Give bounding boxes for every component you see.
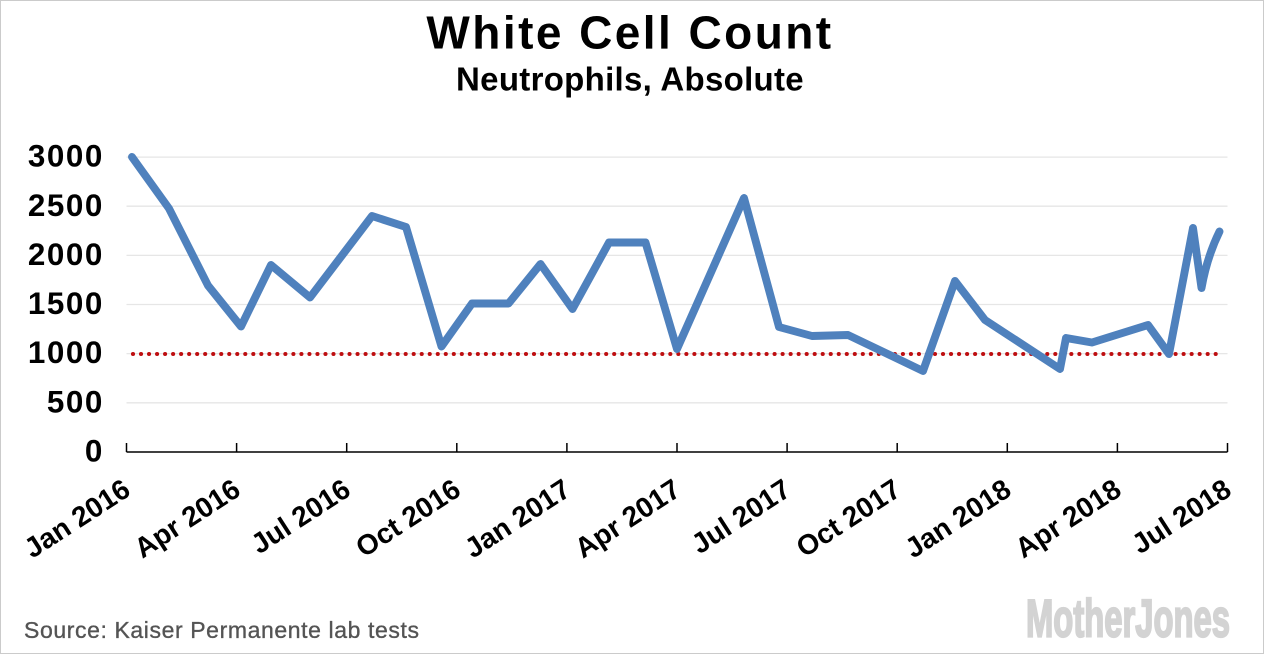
svg-text:2000: 2000: [28, 237, 104, 272]
svg-text:1000: 1000: [28, 335, 104, 370]
svg-text:1500: 1500: [28, 286, 104, 321]
svg-text:MotherJones: MotherJones: [1026, 589, 1230, 648]
svg-text:White Cell Count: White Cell Count: [426, 7, 833, 59]
svg-text:2500: 2500: [28, 188, 104, 223]
svg-text:Neutrophils, Absolute: Neutrophils, Absolute: [456, 61, 804, 98]
svg-text:0: 0: [85, 434, 104, 469]
svg-text:500: 500: [47, 384, 104, 419]
svg-text:3000: 3000: [28, 139, 104, 174]
svg-text:Source: Kaiser Permanente lab: Source: Kaiser Permanente lab tests: [24, 617, 420, 643]
